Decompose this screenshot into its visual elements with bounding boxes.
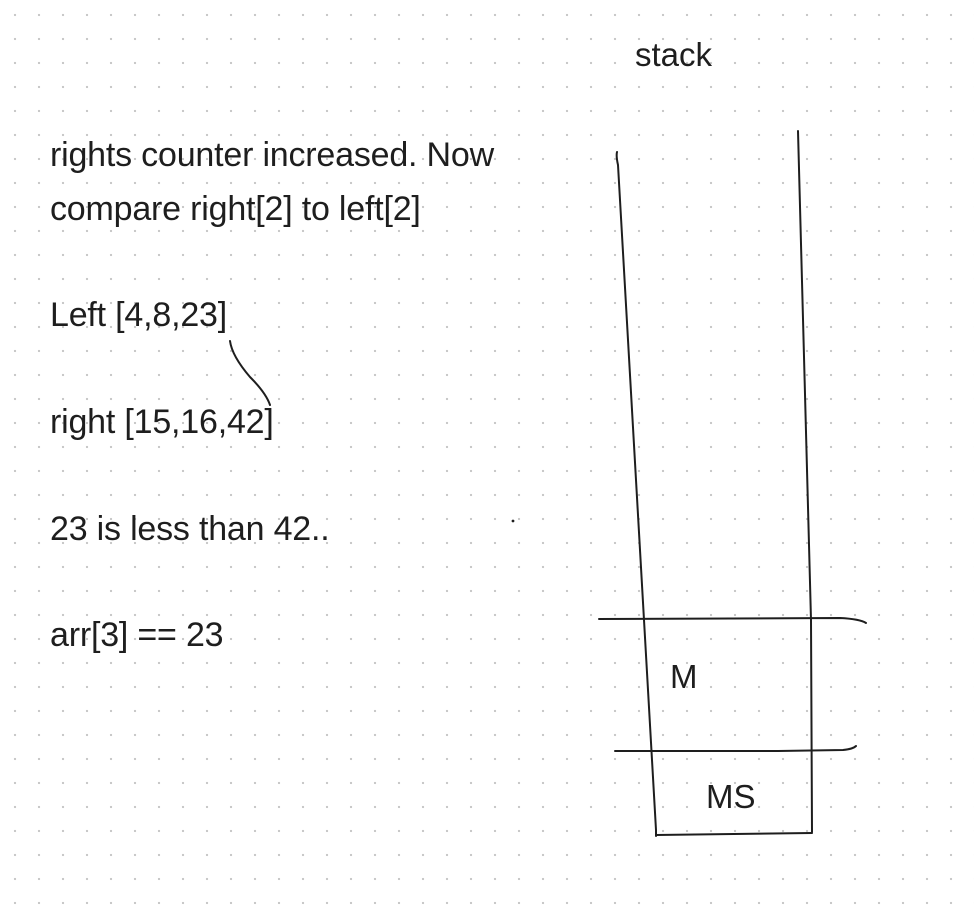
stack-left-wall	[615, 151, 657, 837]
left-array-note: Left [4,8,23]	[50, 296, 227, 334]
stray-dot	[511, 519, 515, 523]
stack-divider-top	[598, 617, 867, 624]
assignment-note: arr[3] == 23	[50, 616, 224, 654]
stack-divider-middle	[614, 745, 857, 752]
stack-title: stack	[635, 36, 713, 73]
stack-right-wall	[797, 130, 813, 833]
stack-frame-m: M	[670, 658, 698, 695]
note-line-2: compare right[2] to left[2]	[50, 190, 421, 228]
right-array-note: right [15,16,42]	[50, 403, 274, 441]
note-line-1: rights counter increased. Now	[50, 136, 494, 174]
stack-frame-ms: MS	[706, 778, 756, 815]
stack-bottom	[655, 832, 813, 836]
notes-paragraph: rights counter increased. Now compare ri…	[50, 128, 494, 236]
comparison-note: 23 is less than 42..	[50, 510, 330, 548]
